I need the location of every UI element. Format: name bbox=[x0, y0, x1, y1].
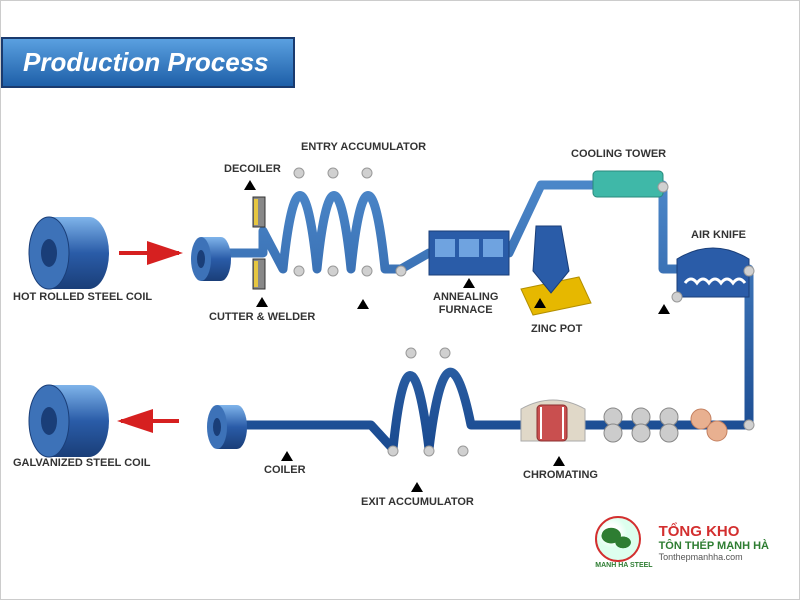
label-cutter: CUTTER & WELDER bbox=[209, 311, 315, 324]
galvanized-coil bbox=[29, 385, 109, 457]
annealing-furnace bbox=[429, 231, 509, 275]
cooling-tower bbox=[593, 171, 663, 197]
coiler-coil bbox=[207, 405, 247, 449]
pointer-exit-acc bbox=[411, 482, 423, 492]
label-air-knife: AIR KNIFE bbox=[691, 229, 746, 242]
pointer-chromating bbox=[553, 456, 565, 466]
logo-line2: TÔN THÉP MẠNH HÀ bbox=[659, 540, 769, 552]
label-hot-rolled: HOT ROLLED STEEL COIL bbox=[13, 291, 152, 304]
label-cooling: COOLING TOWER bbox=[571, 148, 666, 161]
label-chromating: CHROMATING bbox=[523, 469, 598, 482]
label-entry-acc: ENTRY ACCUMULATOR bbox=[301, 141, 426, 154]
label-zinc: ZINC POT bbox=[531, 323, 582, 336]
logo-sub: MANH HA STEEL bbox=[595, 562, 652, 569]
label-annealing: ANNEALING FURNACE bbox=[433, 291, 498, 317]
logo-line1: TỔNG KHO bbox=[659, 523, 769, 540]
label-exit-acc: EXIT ACCUMULATOR bbox=[361, 496, 474, 509]
air-knife bbox=[677, 248, 749, 297]
hot-rolled-coil bbox=[29, 217, 109, 289]
chromating-unit bbox=[521, 400, 585, 441]
pointer-decoiler bbox=[244, 180, 256, 190]
pointer-cutter bbox=[256, 297, 268, 307]
pointer-annealing bbox=[463, 278, 475, 288]
logo-line3: Tonthepmanhha.com bbox=[659, 552, 769, 562]
label-decoiler: DECOILER bbox=[224, 163, 281, 176]
pointer-coiler bbox=[281, 451, 293, 461]
globe-icon bbox=[595, 516, 641, 562]
label-galvanized: GALVANIZED STEEL COIL bbox=[13, 457, 151, 470]
pointer-air-knife bbox=[658, 304, 670, 314]
pointer-zinc bbox=[534, 298, 546, 308]
brand-logo: MANH HA STEEL TỔNG KHO TÔN THÉP MẠNH HÀ … bbox=[595, 516, 769, 569]
label-coiler: COILER bbox=[264, 464, 306, 477]
pointer-entry-acc bbox=[357, 299, 369, 309]
zinc-pot bbox=[521, 226, 591, 315]
decoiler-coil bbox=[191, 237, 231, 281]
